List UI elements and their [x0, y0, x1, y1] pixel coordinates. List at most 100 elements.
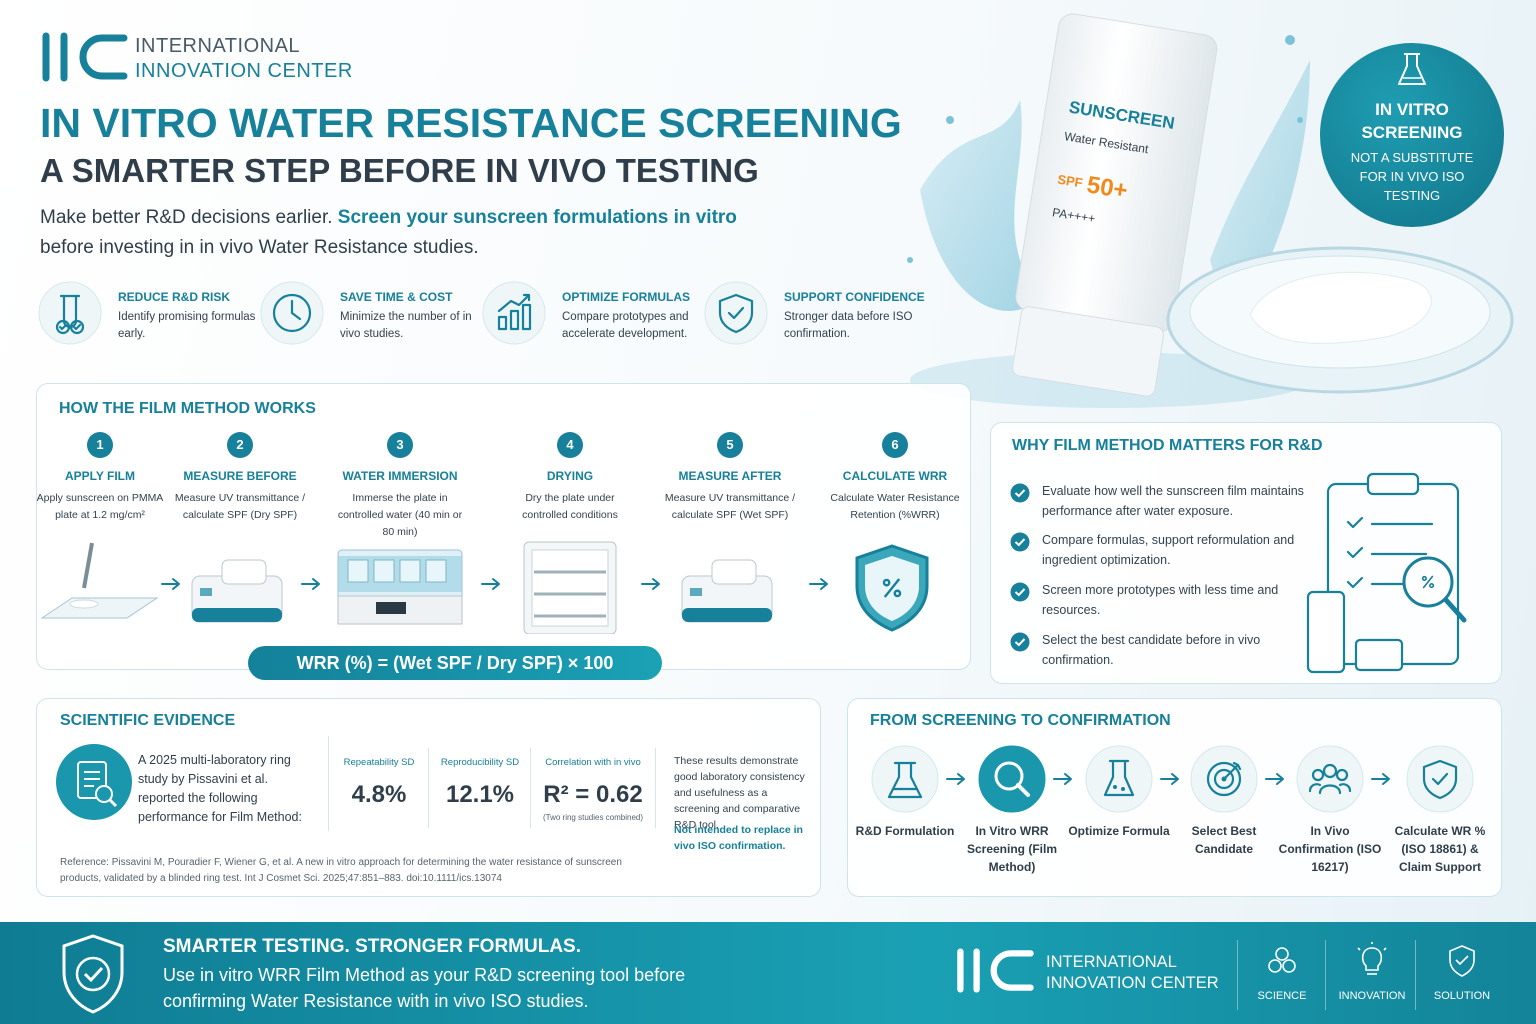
check: [1010, 532, 1030, 552]
graphic: [56, 744, 132, 820]
benefit-title: REDUCE R&D RISK: [118, 290, 231, 304]
step-number: 3: [387, 432, 413, 458]
confirmation-step: R&D Formulation: [855, 824, 955, 838]
graphic: [994, 761, 1024, 791]
graphic: [1265, 773, 1284, 785]
benefit-icon-svg: [260, 281, 324, 345]
arrow-svg: [946, 773, 965, 785]
logo-mark-svg: [42, 32, 128, 82]
arrow-svg: [1053, 773, 1072, 785]
graphic: [1053, 773, 1072, 785]
metric-label: Correlation with in vivo: [545, 757, 641, 768]
product-spf-label: SPF: [1056, 172, 1083, 191]
graphic: [1443, 597, 1467, 623]
graphic: [1016, 783, 1030, 797]
graphic: [704, 281, 768, 345]
step-number: 6: [882, 432, 908, 458]
arrow: [480, 577, 502, 591]
logo-mark-svg: [957, 948, 1034, 993]
graphic: [221, 559, 267, 585]
step-title: DRYING: [546, 469, 594, 483]
confirmation-icon-svg: [871, 745, 939, 813]
step-illustration: [32, 538, 168, 634]
divider: [530, 748, 531, 828]
graphic: [641, 578, 660, 590]
graphic: [809, 578, 828, 590]
divider: [1237, 940, 1238, 1010]
graphic: [1285, 35, 1295, 45]
footer-text: Use in vitro WRR Film Method as your R&D…: [163, 965, 686, 1011]
graphic: [272, 293, 312, 333]
product-image: SUNSCREEN Water Resistant SPF 50+ PA++++: [880, 0, 1320, 420]
graphic: [1429, 583, 1435, 589]
pillar-icon-svg: [1357, 942, 1387, 975]
arrow: [1264, 772, 1286, 786]
graphic: [727, 306, 745, 320]
graphic: [871, 745, 939, 813]
divider: [655, 748, 656, 828]
metric-value: 12.1%: [445, 781, 515, 808]
step-illustration: [662, 538, 798, 634]
graphic: [682, 608, 772, 622]
pillar-label: INNOVATION: [1338, 990, 1406, 1002]
arrow: [1370, 772, 1392, 786]
divider: [1325, 940, 1326, 1010]
arrow: [640, 577, 662, 591]
graphic: [1268, 959, 1282, 973]
graphic: [290, 299, 302, 321]
step-illustration-svg: [523, 541, 617, 635]
section-title: SCIENTIFIC EVIDENCE: [60, 712, 236, 729]
logo-mark: [955, 948, 1036, 993]
intro-highlight: Screen your sunscreen formulations in vi…: [337, 207, 737, 228]
confirmation-icon-svg: [978, 745, 1046, 813]
product-image-svg: SUNSCREEN Water Resistant SPF 50+ PA++++: [907, 13, 1310, 408]
graphic: [301, 578, 320, 590]
evidence-icon-svg: [56, 744, 132, 820]
footer-logo-text: INTERNATIONAL: [1046, 953, 1177, 971]
check-svg: [1010, 582, 1030, 602]
graphic: [1422, 759, 1458, 800]
arrow: [160, 577, 182, 591]
why-item: Compare formulas, support reformulation …: [1042, 533, 1295, 567]
step-title: MEASURE BEFORE: [183, 469, 297, 483]
graphic: [1213, 768, 1235, 790]
graphic: [1010, 582, 1030, 602]
benefit-icon: [482, 281, 546, 345]
formula: WRR (%) = (Wet SPF / Dry SPF) × 100: [248, 646, 662, 680]
graphic: [1222, 761, 1242, 781]
step-illustration-svg: [191, 559, 283, 623]
graphic: [1282, 959, 1296, 973]
divider: [1415, 940, 1416, 1010]
graphic: [882, 578, 891, 587]
graphic: [347, 559, 447, 583]
product-spf-value: 50+: [1085, 171, 1129, 204]
graphic: [1085, 745, 1153, 813]
graphic: [1322, 763, 1338, 779]
arrow-svg: [481, 578, 500, 590]
arrow-svg: [1265, 773, 1284, 785]
graphic: [497, 293, 531, 313]
graphic: [1422, 575, 1434, 589]
subtitle: A SMARTER STEP BEFORE IN VIVO TESTING: [40, 152, 759, 189]
graphic: [82, 542, 94, 589]
graphic: [1014, 538, 1026, 547]
step-title: MEASURE AFTER: [678, 469, 782, 483]
badge-icon: [1395, 48, 1429, 92]
graphic: [425, 559, 447, 583]
graphic: [1012, 306, 1164, 397]
check: [1010, 483, 1030, 503]
confirmation-icon: [1085, 745, 1153, 813]
arrow: [1159, 772, 1181, 786]
badge-note: NOT A SUBSTITUTE FOR IN VIVO ISO TESTING: [1350, 150, 1474, 203]
graphic: [1306, 590, 1346, 674]
graphic: [1421, 575, 1435, 589]
confirmation-step: In Vivo Confirmation (ISO 16217): [1278, 824, 1382, 874]
confirmation-panel: [847, 698, 1502, 897]
graphic: [399, 559, 421, 583]
badge-title: IN VITRO SCREENING: [1361, 100, 1463, 142]
check: [1010, 632, 1030, 652]
footer-shield-svg: [62, 934, 124, 1014]
pillar-icon: [1352, 942, 1392, 978]
benefit-title: SUPPORT CONFIDENCE: [784, 290, 925, 304]
graphic: [1297, 117, 1303, 123]
